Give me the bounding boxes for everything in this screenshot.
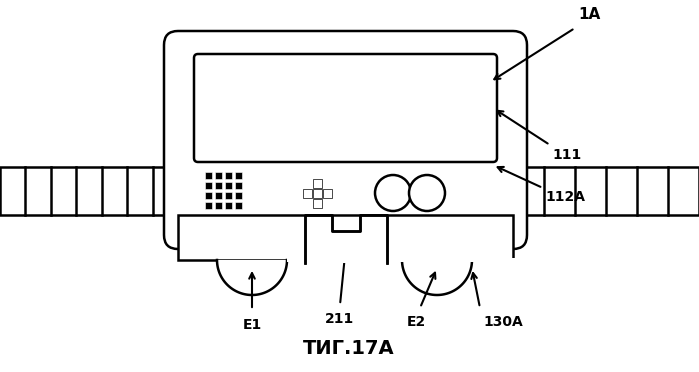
Bar bbox=[235, 172, 242, 179]
Text: 130А: 130А bbox=[483, 315, 523, 329]
Bar bbox=[215, 202, 222, 209]
Bar bbox=[324, 189, 333, 198]
Bar bbox=[225, 172, 232, 179]
Bar bbox=[215, 192, 222, 199]
Polygon shape bbox=[305, 215, 387, 263]
Text: ΤИГ.17А: ΤИГ.17А bbox=[303, 339, 395, 358]
Bar bbox=[235, 202, 242, 209]
Bar bbox=[215, 182, 222, 189]
Wedge shape bbox=[402, 260, 472, 295]
Bar bbox=[205, 202, 212, 209]
Bar bbox=[235, 192, 242, 199]
Bar bbox=[215, 172, 222, 179]
Bar bbox=[287, 258, 574, 262]
Text: 111: 111 bbox=[552, 148, 582, 162]
Bar bbox=[205, 172, 212, 179]
Bar bbox=[303, 189, 312, 198]
Bar bbox=[225, 202, 232, 209]
Bar bbox=[513, 167, 699, 215]
Bar bbox=[0, 167, 178, 215]
FancyBboxPatch shape bbox=[194, 54, 497, 162]
Text: Е1: Е1 bbox=[243, 318, 261, 332]
Bar bbox=[205, 182, 212, 189]
Bar bbox=[235, 182, 242, 189]
Bar bbox=[178, 215, 513, 260]
Wedge shape bbox=[217, 260, 287, 295]
Text: 211: 211 bbox=[325, 312, 354, 326]
Text: 1А: 1А bbox=[578, 7, 600, 22]
Circle shape bbox=[409, 175, 445, 211]
FancyBboxPatch shape bbox=[164, 31, 527, 249]
Bar bbox=[313, 189, 322, 198]
Bar bbox=[225, 182, 232, 189]
Bar bbox=[313, 199, 322, 208]
Circle shape bbox=[375, 175, 411, 211]
Text: Е2: Е2 bbox=[406, 315, 426, 329]
Text: 112А: 112А bbox=[545, 190, 585, 204]
Bar bbox=[313, 179, 322, 187]
Bar bbox=[225, 192, 232, 199]
Bar bbox=[205, 192, 212, 199]
